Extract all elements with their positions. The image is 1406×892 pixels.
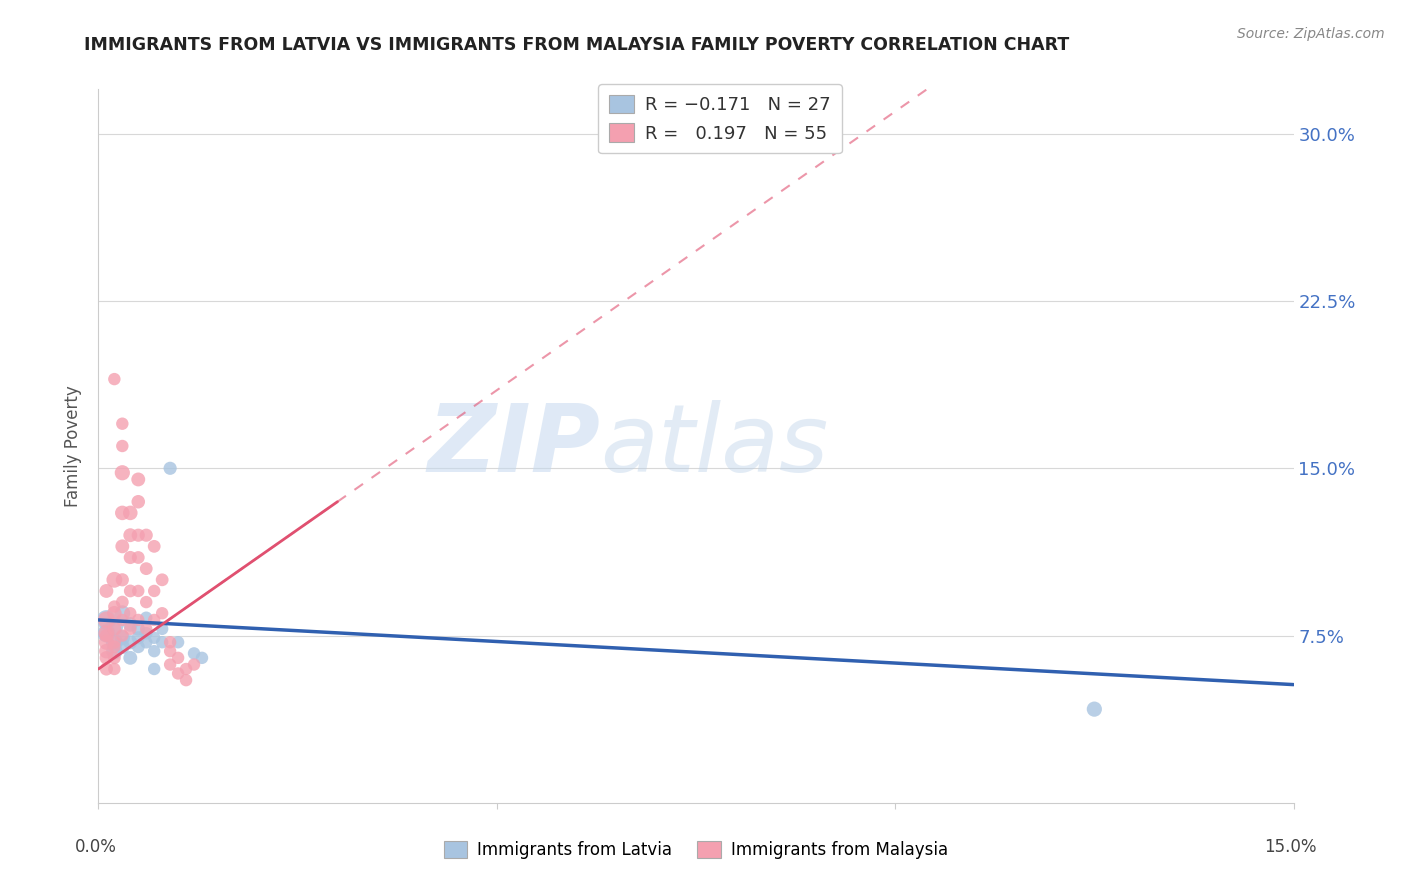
Point — [127, 473, 149, 487]
Point — [103, 607, 125, 621]
Point — [167, 651, 190, 665]
Point — [111, 539, 134, 553]
Point — [96, 583, 118, 598]
Point — [111, 506, 134, 520]
Text: ZIP: ZIP — [427, 400, 600, 492]
Point — [111, 640, 134, 654]
Point — [1083, 702, 1105, 716]
Point — [135, 562, 157, 576]
Point — [127, 494, 149, 508]
Point — [135, 528, 157, 542]
Point — [103, 599, 125, 614]
Point — [191, 651, 214, 665]
Point — [159, 635, 181, 649]
Point — [120, 583, 142, 598]
Point — [103, 644, 125, 658]
Point — [103, 622, 125, 636]
Point — [143, 662, 166, 676]
Point — [174, 673, 197, 687]
Text: Source: ZipAtlas.com: Source: ZipAtlas.com — [1237, 27, 1385, 41]
Point — [103, 372, 125, 386]
Point — [96, 613, 118, 627]
Point — [120, 607, 142, 621]
Point — [103, 640, 125, 654]
Point — [120, 635, 142, 649]
Point — [111, 595, 134, 609]
Point — [96, 626, 118, 640]
Point — [111, 439, 134, 453]
Point — [135, 610, 157, 624]
Point — [111, 466, 134, 480]
Point — [135, 635, 157, 649]
Point — [96, 626, 118, 640]
Y-axis label: Family Poverty: Family Poverty — [65, 385, 83, 507]
Point — [150, 607, 173, 621]
Point — [183, 646, 205, 660]
Point — [120, 550, 142, 565]
Point — [96, 651, 118, 665]
Point — [159, 644, 181, 658]
Point — [96, 662, 118, 676]
Point — [143, 583, 166, 598]
Point — [120, 622, 142, 636]
Point — [127, 613, 149, 627]
Text: IMMIGRANTS FROM LATVIA VS IMMIGRANTS FROM MALAYSIA FAMILY POVERTY CORRELATION CH: IMMIGRANTS FROM LATVIA VS IMMIGRANTS FRO… — [84, 36, 1070, 54]
Point — [127, 583, 149, 598]
Point — [111, 631, 134, 645]
Point — [96, 644, 118, 658]
Point — [127, 640, 149, 654]
Point — [150, 635, 173, 649]
Point — [96, 613, 118, 627]
Point — [103, 573, 125, 587]
Point — [143, 631, 166, 645]
Point — [167, 635, 190, 649]
Point — [111, 573, 134, 587]
Point — [103, 635, 125, 649]
Point — [120, 651, 142, 665]
Point — [120, 617, 142, 632]
Point — [127, 631, 149, 645]
Text: 15.0%: 15.0% — [1264, 838, 1317, 855]
Point — [143, 539, 166, 553]
Point — [135, 626, 157, 640]
Point — [103, 619, 125, 633]
Point — [135, 622, 157, 636]
Point — [111, 613, 134, 627]
Text: 0.0%: 0.0% — [75, 838, 117, 855]
Point — [120, 506, 142, 520]
Legend: Immigrants from Latvia, Immigrants from Malaysia: Immigrants from Latvia, Immigrants from … — [437, 834, 955, 866]
Point — [150, 573, 173, 587]
Point — [135, 595, 157, 609]
Point — [96, 635, 118, 649]
Point — [143, 644, 166, 658]
Point — [159, 657, 181, 672]
Point — [111, 628, 134, 642]
Point — [103, 635, 125, 649]
Point — [127, 622, 149, 636]
Point — [96, 628, 118, 642]
Point — [174, 662, 197, 676]
Point — [111, 607, 134, 621]
Point — [143, 613, 166, 627]
Point — [159, 461, 181, 475]
Point — [103, 662, 125, 676]
Text: atlas: atlas — [600, 401, 828, 491]
Point — [150, 622, 173, 636]
Point — [120, 528, 142, 542]
Point — [103, 651, 125, 665]
Point — [111, 417, 134, 431]
Point — [127, 528, 149, 542]
Point — [167, 666, 190, 681]
Point — [183, 657, 205, 672]
Point — [127, 550, 149, 565]
